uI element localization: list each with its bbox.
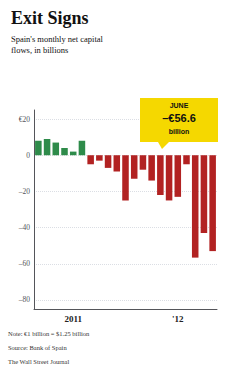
svg-text:Source: Bank of Spain: Source: Bank of Spain [8, 344, 67, 351]
svg-text:–40: –40 [18, 223, 31, 232]
svg-text:2011: 2011 [64, 314, 82, 324]
svg-text:JUNE: JUNE [170, 102, 189, 109]
svg-text:'12: '12 [172, 314, 184, 324]
svg-text:–60: –60 [18, 259, 31, 268]
svg-text:€20: €20 [19, 115, 31, 124]
svg-text:billion: billion [169, 128, 190, 135]
svg-text:flows, in billions: flows, in billions [11, 45, 68, 55]
svg-text:–20: –20 [18, 187, 31, 196]
svg-text:Spain's monthly net capital: Spain's monthly net capital [11, 34, 104, 44]
svg-text:Exit Signs: Exit Signs [11, 8, 89, 28]
svg-text:The Wall Street Journal: The Wall Street Journal [8, 358, 69, 365]
svg-text:0: 0 [26, 151, 30, 160]
svg-text:–80: –80 [18, 295, 31, 304]
svg-text:Note: €1 billion = $1.25 billi: Note: €1 billion = $1.25 billion [8, 330, 90, 337]
svg-text:–€56.6: –€56.6 [162, 112, 196, 124]
